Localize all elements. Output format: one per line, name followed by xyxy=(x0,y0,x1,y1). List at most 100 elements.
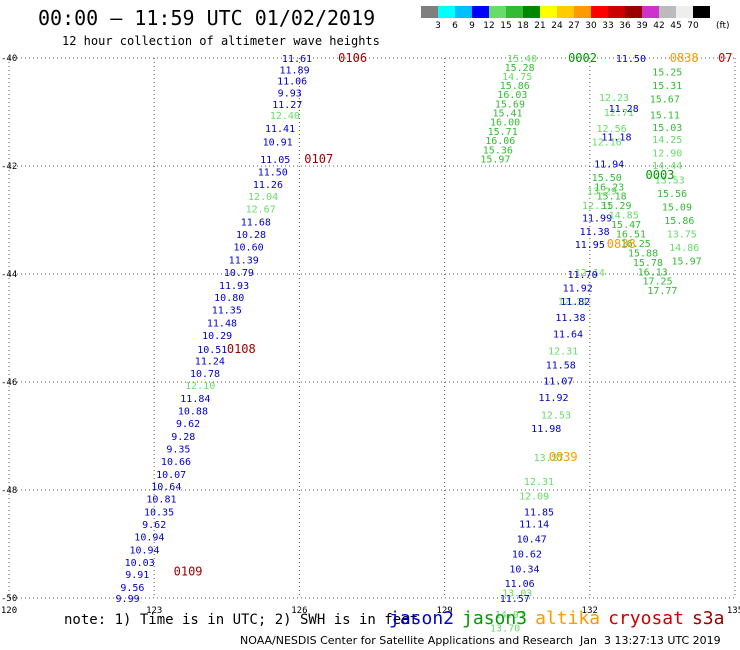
color-swatch xyxy=(472,6,489,18)
lat-tick-label: -42 xyxy=(1,162,17,172)
wave-height-value: 12.23 xyxy=(599,93,629,104)
wave-height-value: 12.56 xyxy=(597,124,627,135)
color-swatch xyxy=(455,6,472,18)
wave-height-value: 10.62 xyxy=(512,550,542,561)
wave-height-value: 16.03 xyxy=(497,90,527,101)
page-title: 00:00 – 11:59 UTC 01/02/2019 xyxy=(38,6,376,30)
wave-height-value: 9.99 xyxy=(116,594,140,605)
wave-height-value: 13.75 xyxy=(667,230,697,241)
wave-height-value: 15.71 xyxy=(488,127,518,138)
wave-height-values: 11.6111.8911.069.9311.2712.4011.4110.911… xyxy=(116,54,702,635)
wave-height-value: 10.03 xyxy=(125,558,155,569)
lon-tick-label: 135 xyxy=(727,606,740,616)
wave-height-value: 15.86 xyxy=(664,216,694,227)
wave-height-value: 12.31 xyxy=(524,477,554,488)
lat-tick-label: -50 xyxy=(1,594,17,604)
wave-height-value: 11.50 xyxy=(616,54,646,65)
wave-height-value: 10.94 xyxy=(129,545,159,556)
wave-height-value: 9.62 xyxy=(142,520,166,531)
time-label: 0109 xyxy=(174,565,203,579)
wave-height-value: 13.53 xyxy=(655,176,685,187)
wave-height-value: 9.93 xyxy=(278,89,302,100)
wave-height-value: 11.26 xyxy=(253,180,283,191)
lon-tick-label: 132 xyxy=(582,606,598,616)
wave-height-value: 11.35 xyxy=(212,306,242,317)
wave-height-value: 16.51 xyxy=(616,230,646,241)
wave-height-value: 11.24 xyxy=(195,356,225,367)
wave-height-value: 15.11 xyxy=(650,111,680,122)
color-swatch xyxy=(421,6,438,18)
wave-height-value: 10.51 xyxy=(197,345,227,356)
wave-height-value: 11.48 xyxy=(207,319,237,330)
wave-height-value: 10.64 xyxy=(151,482,181,493)
wave-height-value: 16.06 xyxy=(485,136,515,147)
wave-height-value: 12.53 xyxy=(541,410,571,421)
wave-height-value: 11.99 xyxy=(582,213,612,224)
wave-height-value: 11.28 xyxy=(609,104,639,115)
wave-height-value: 12.04 xyxy=(248,192,278,203)
lon-tick-label: 129 xyxy=(436,606,452,616)
wave-height-value: 11.92 xyxy=(538,393,568,404)
time-labels: 0106 0107 0108 0109 0002 0003 0838 0839 0838 07 xyxy=(174,51,733,579)
lon-tick-label: 123 xyxy=(146,606,162,616)
wave-height-value: 15.36 xyxy=(483,145,513,156)
color-swatch xyxy=(608,6,625,18)
color-scale-label: 70 xyxy=(687,21,699,31)
wave-height-value: 12.67 xyxy=(246,205,276,216)
wave-height-value: 11.14 xyxy=(519,519,549,530)
color-swatch xyxy=(523,6,540,18)
wave-height-value: 11.82 xyxy=(560,297,590,308)
wave-height-value: 10.80 xyxy=(214,293,244,304)
wave-height-value: 12.09 xyxy=(519,491,549,502)
lat-tick-label: -46 xyxy=(1,378,17,388)
color-scale-label: 6 xyxy=(452,21,458,31)
wave-height-value: 11.61 xyxy=(282,54,312,65)
color-swatch xyxy=(693,6,710,18)
wave-height-value: 9.62 xyxy=(176,419,200,430)
satellite-legend-item: altika xyxy=(535,608,601,629)
wave-height-value: 11.70 xyxy=(567,270,597,281)
wave-height-value: 15.31 xyxy=(652,81,682,92)
wave-height-value: 10.79 xyxy=(224,268,254,279)
wave-height-value: 15.56 xyxy=(657,189,687,200)
color-swatch xyxy=(540,6,557,18)
time-label: 07 xyxy=(718,51,732,65)
wave-height-value: 13.29 xyxy=(587,186,617,197)
color-scale-label: 9 xyxy=(469,21,475,31)
wave-height-value: 16.13 xyxy=(638,267,668,278)
time-label: 0839 xyxy=(549,450,578,464)
wave-height-value: 15.25 xyxy=(652,68,682,79)
color-scale-label: 36 xyxy=(619,21,631,31)
wave-height-value: 15.41 xyxy=(492,109,522,120)
wave-height-value: 11.07 xyxy=(543,376,573,387)
color-scale-label: 15 xyxy=(500,21,512,31)
wave-height-value: 15.67 xyxy=(650,95,680,106)
wave-height-value: 15.50 xyxy=(592,173,622,184)
wave-height-value: 9.35 xyxy=(166,444,190,455)
satellite-legend-item: jason3 xyxy=(462,608,528,629)
wave-height-value: 15.40 xyxy=(507,54,537,65)
time-label: 0003 xyxy=(646,168,675,182)
wave-height-value: 17.25 xyxy=(643,276,673,287)
credit-line: NOAA/NESDIS Center for Satellite Applica… xyxy=(240,634,574,647)
wave-height-value: 15.78 xyxy=(633,258,663,269)
wave-height-value: 13.03 xyxy=(502,589,532,600)
wave-height-value: 15.03 xyxy=(652,123,682,134)
wave-height-value: 10.35 xyxy=(144,508,174,519)
time-label: 0106 xyxy=(338,51,367,65)
wave-height-value: 14.86 xyxy=(669,243,699,254)
wave-height-value: 11.58 xyxy=(546,361,576,372)
color-scale-label: 18 xyxy=(517,21,529,31)
wave-height-value: 16.23 xyxy=(594,183,624,194)
wave-height-value: 13.70 xyxy=(490,624,520,635)
wave-height-value: 11.84 xyxy=(180,394,210,405)
wave-height-value: 12.71 xyxy=(604,108,634,119)
wave-height-value: 10.66 xyxy=(161,457,191,468)
axis-tick-labels: 120 123 126 129 132 135 -40 -42 -44 -46 -48 -50 xyxy=(1,54,740,616)
wave-height-value: 10.91 xyxy=(263,138,293,149)
color-scale-label: 27 xyxy=(568,21,580,31)
wave-height-value: 11.85 xyxy=(524,508,554,519)
color-swatch xyxy=(557,6,574,18)
satellite-legend-item: jason2 xyxy=(389,608,455,629)
